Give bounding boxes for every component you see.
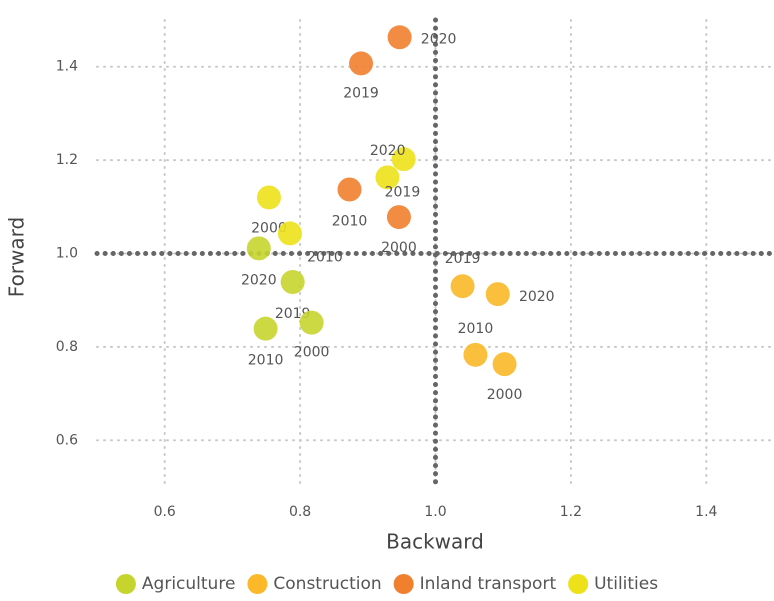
point <box>492 352 517 377</box>
point <box>387 25 412 50</box>
x-tick-label: 1.4 <box>695 504 717 520</box>
point <box>463 342 488 367</box>
y-tick-label: 0.6 <box>56 432 78 448</box>
point-label: 2010 <box>458 321 494 337</box>
legend-marker <box>568 574 589 594</box>
y-tick-label: 1.4 <box>56 59 78 75</box>
legend-label: Utilities <box>594 574 658 594</box>
point-label: 2000 <box>381 240 417 256</box>
point-label: 2019 <box>445 251 481 267</box>
x-tick-label: 1.2 <box>560 504 582 520</box>
legend-label: Agriculture <box>142 574 236 594</box>
x-tick-label: 0.6 <box>154 504 176 520</box>
point <box>386 205 411 230</box>
legend-marker <box>115 574 136 594</box>
point <box>485 282 510 307</box>
x-axis-title: Backward <box>386 530 484 554</box>
point-label: 2020 <box>370 143 406 159</box>
point-label: 2010 <box>307 249 343 265</box>
point <box>277 221 302 246</box>
legend-label: Construction <box>273 574 381 594</box>
y-axis-title: Forward <box>5 217 29 297</box>
point-label: 2010 <box>248 353 284 369</box>
point <box>299 310 324 335</box>
point <box>391 147 416 172</box>
point-label: 2019 <box>385 184 421 200</box>
point-label: 2020 <box>519 289 555 305</box>
legend-label: Inland transport <box>420 574 557 594</box>
point-label: 2020 <box>241 272 277 288</box>
legend-marker <box>393 574 414 594</box>
y-tick-label: 1.0 <box>56 246 78 262</box>
x-tick-label: 0.8 <box>289 504 311 520</box>
point <box>253 316 278 341</box>
point-label: 2000 <box>487 387 523 403</box>
y-tick-label: 1.2 <box>56 152 78 168</box>
point-label: 2020 <box>421 31 457 47</box>
point <box>256 185 281 210</box>
y-tick-label: 0.8 <box>56 339 78 355</box>
legend-marker <box>247 574 268 594</box>
point <box>375 165 400 190</box>
point <box>450 274 475 299</box>
point <box>337 177 362 202</box>
point <box>246 236 271 261</box>
point <box>280 269 305 294</box>
point <box>349 51 374 76</box>
point-label: 2000 <box>251 220 287 236</box>
x-tick-label: 1.0 <box>424 504 446 520</box>
point-label: 2019 <box>343 85 379 101</box>
point-label: 2010 <box>332 214 368 230</box>
point-label: 2000 <box>294 345 330 361</box>
